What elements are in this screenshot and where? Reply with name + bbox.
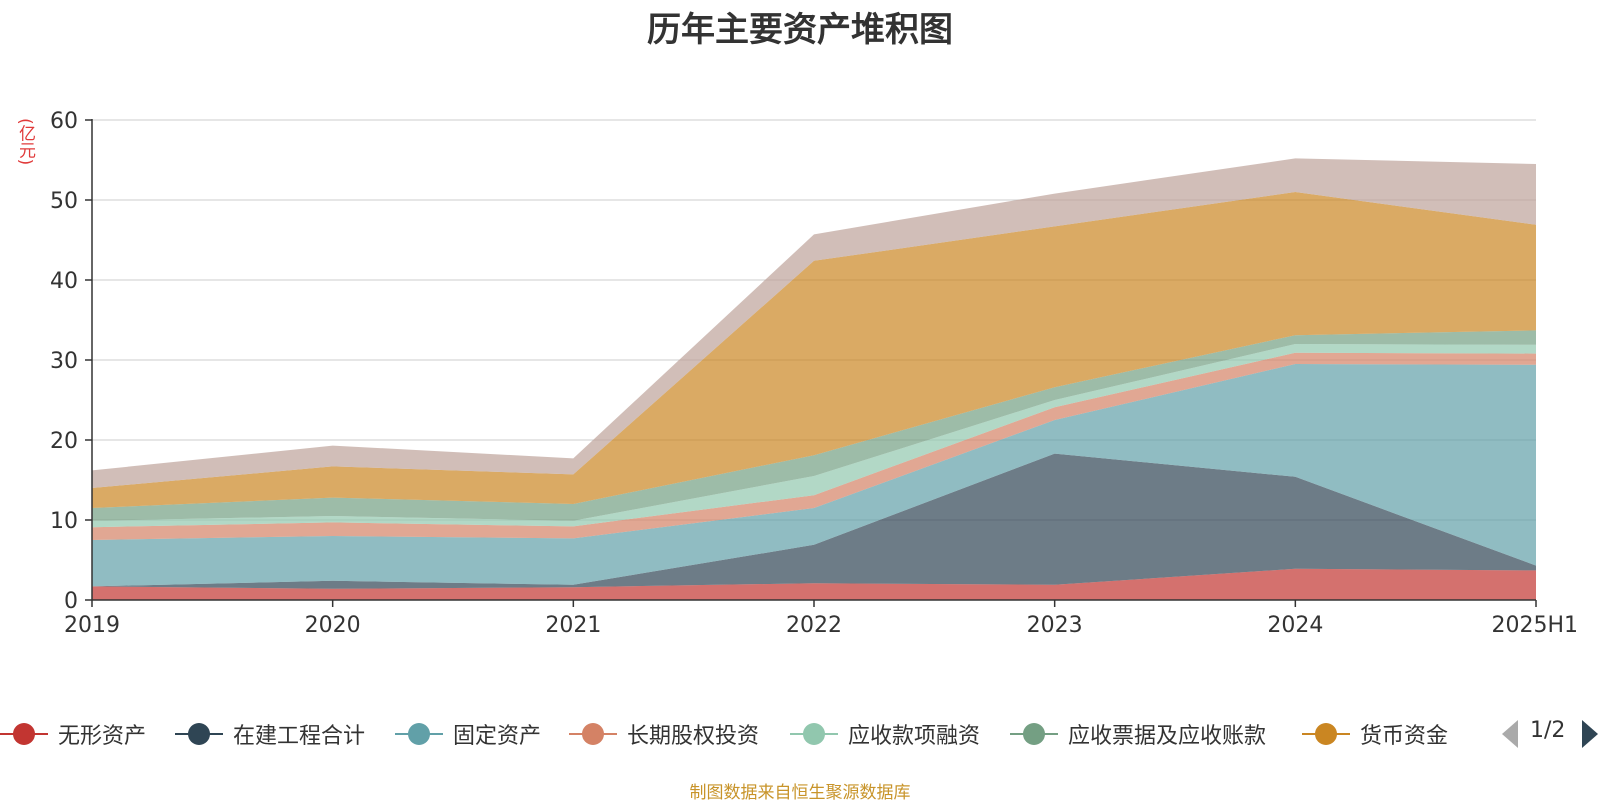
axes: [85, 119, 1537, 607]
area-series: [92, 158, 1536, 600]
legend-prev-page-icon[interactable]: [1500, 716, 1520, 752]
y-axis-unit-label: (亿元): [15, 118, 35, 166]
x-tick-label: 2021: [545, 613, 601, 638]
legend-item-fixed-assets[interactable]: 固定资产: [395, 716, 541, 752]
y-tick-label: 60: [50, 109, 78, 134]
legend-label-fixed-assets: 固定资产: [453, 724, 542, 749]
legend-marker-fixed-assets: [395, 716, 443, 752]
area-series-3[interactable]: [92, 352, 1536, 540]
legend-marker-cash: [1302, 716, 1350, 752]
legend-item-notes-and-accounts-receivable[interactable]: 应收票据及应收账款: [1010, 716, 1266, 752]
x-tick-label: 2019: [64, 613, 120, 638]
legend-label-cash: 货币资金: [1360, 724, 1449, 749]
legend-label-intangible-assets: 无形资产: [58, 724, 147, 749]
legend-label-notes-and-accounts-receivable: 应收票据及应收账款: [1068, 724, 1267, 749]
legend-label-long-term-equity-investment: 长期股权投资: [627, 724, 760, 749]
y-tick-label: 20: [50, 429, 78, 454]
x-tick-label: 2020: [305, 613, 361, 638]
y-tick-label: 0: [64, 589, 78, 614]
area-series-0[interactable]: [92, 568, 1536, 600]
legend-item-long-term-equity-investment[interactable]: 长期股权投资: [569, 716, 759, 752]
legend-item-intangible-assets[interactable]: 无形资产: [0, 716, 146, 752]
area-series-7[interactable]: [92, 158, 1536, 488]
legend-page-indicator: 1/2: [1530, 718, 1566, 743]
x-tick-label: 2024: [1267, 613, 1323, 638]
legend-label-receivables-financing: 应收款项融资: [848, 724, 981, 749]
legend-marker-long-term-equity-investment: [569, 716, 617, 752]
x-tick-label: 2022: [786, 613, 842, 638]
x-tick-label: 2023: [1027, 613, 1083, 638]
legend-item-receivables-financing[interactable]: 应收款项融资: [790, 716, 980, 752]
y-tick-label: 50: [50, 189, 78, 214]
legend-marker-construction-in-progress: [175, 716, 223, 752]
y-tick-label: 40: [50, 269, 78, 294]
x-tick-label: 2025H1: [1491, 613, 1578, 638]
legend: 无形资产 在建工程合计 固定资产 长期股权投资 应收款项融资 应收票据及应收账款: [0, 716, 1600, 752]
legend-next-page-icon[interactable]: [1580, 716, 1600, 752]
stacked-area-chart: 0 10 20 30 40 50 60 2019 2020 2021 2022 2023 2024 202…: [50, 109, 1578, 638]
legend-marker-notes-and-accounts-receivable: [1010, 716, 1058, 752]
source-note: 制图数据来自恒生聚源数据库: [689, 783, 911, 803]
area-series-6[interactable]: [92, 192, 1536, 508]
y-tick-label: 30: [50, 349, 78, 374]
legend-marker-intangible-assets: [0, 716, 48, 752]
tick-labels: 0 10 20 30 40 50 60 2019 2020 2021 2022 2023 2024 202…: [50, 109, 1578, 638]
legend-label-construction-in-progress: 在建工程合计: [233, 724, 366, 749]
chart-title: 历年主要资产堆积图: [647, 10, 953, 50]
area-series-1[interactable]: [92, 453, 1536, 589]
legend-marker-receivables-financing: [790, 716, 838, 752]
legend-item-cash[interactable]: 货币资金: [1302, 716, 1448, 752]
y-tick-label: 10: [50, 509, 78, 534]
legend-item-construction-in-progress[interactable]: 在建工程合计: [175, 716, 365, 752]
area-series-4[interactable]: [92, 344, 1536, 528]
area-series-2[interactable]: [92, 364, 1536, 587]
